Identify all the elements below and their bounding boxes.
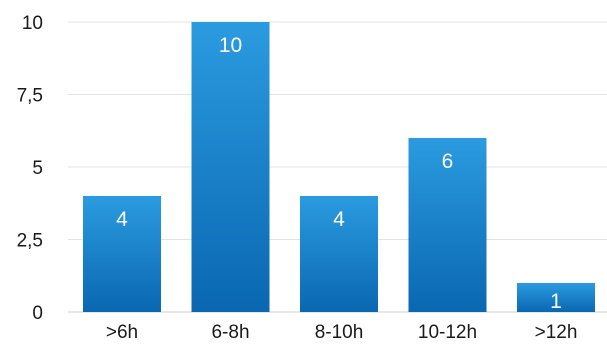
bar xyxy=(300,196,378,312)
x-tick-label: >12h xyxy=(535,322,578,343)
bar xyxy=(517,283,595,312)
bar-value-label: 4 xyxy=(333,208,345,231)
bar-value-label: 6 xyxy=(442,150,454,173)
x-axis-ticks: >6h 6-8h 8-10h 10-12h >12h xyxy=(106,322,578,343)
x-tick-label: >6h xyxy=(106,322,138,343)
y-tick-label: 7,5 xyxy=(17,86,43,107)
bar-value-labels: 4 10 4 6 1 xyxy=(116,34,562,313)
y-tick-label: 2,5 xyxy=(17,231,43,252)
bar xyxy=(83,196,161,312)
bar xyxy=(191,22,270,312)
bar-value-label: 4 xyxy=(116,208,128,231)
y-tick-label: 5 xyxy=(32,158,43,179)
bar-value-label: 10 xyxy=(219,34,242,57)
y-tick-label: 0 xyxy=(32,303,43,324)
x-tick-label: 6-8h xyxy=(211,322,249,343)
y-axis-ticks: 0 2,5 5 7,5 10 xyxy=(17,13,43,324)
x-tick-label: 10-12h xyxy=(418,322,477,343)
bars xyxy=(83,22,595,312)
y-tick-label: 10 xyxy=(22,13,43,34)
bar xyxy=(408,138,487,312)
x-tick-label: 8-10h xyxy=(315,322,364,343)
bar-value-label: 1 xyxy=(550,290,562,313)
